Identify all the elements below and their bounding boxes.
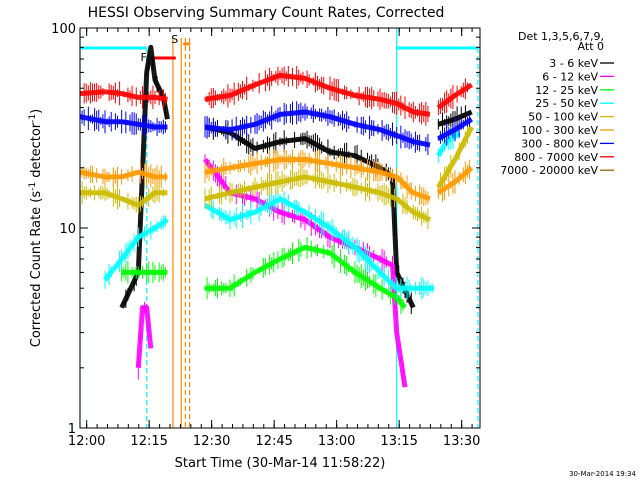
legend-header-2: Att 0 xyxy=(578,40,604,53)
y-tick-label: 1 xyxy=(68,422,76,437)
legend-entry-label: 100 - 300 keV xyxy=(521,124,598,137)
x-tick-label: 13:30 xyxy=(443,434,480,449)
legend-entry-label: 300 - 800 keV xyxy=(521,137,598,150)
legend-entry-label: 800 - 7000 keV xyxy=(514,151,598,164)
legend-header-1: Det 1,3,5,6,7,9, xyxy=(518,30,604,43)
y-axis-label: Corrected Count Rate (s-1 detector-1) xyxy=(28,109,44,347)
x-tick-label: 12:30 xyxy=(193,434,230,449)
legend-entry-label: 7000 - 20000 keV xyxy=(500,164,598,177)
legend-entry-label: 3 - 6 keV xyxy=(549,57,598,70)
chart-title: HESSI Observing Summary Count Rates, Cor… xyxy=(88,5,445,21)
y-tick-label: 100 xyxy=(51,22,76,37)
x-tick-label: 13:15 xyxy=(380,434,417,449)
x-tick-label: 12:45 xyxy=(255,434,292,449)
legend-entry-label: 6 - 12 keV xyxy=(542,70,598,83)
x-tick-label: 13:00 xyxy=(318,434,355,449)
legend-entry-label: 25 - 50 keV xyxy=(535,97,598,110)
x-tick-label: 12:15 xyxy=(130,434,167,449)
flare-flag-label: F xyxy=(141,51,147,64)
y-tick-label: 10 xyxy=(59,222,76,237)
legend-entry-label: 50 - 100 keV xyxy=(528,111,598,124)
footer-timestamp: 30-Mar-2014 19:34 xyxy=(569,470,636,478)
x-tick-label: 12:00 xyxy=(68,434,105,449)
x-axis-label: Start Time (30-Mar-14 11:58:22) xyxy=(175,456,386,471)
legend-entry-label: 12 - 25 keV xyxy=(535,84,598,97)
saa-flag-label: S xyxy=(171,33,178,46)
